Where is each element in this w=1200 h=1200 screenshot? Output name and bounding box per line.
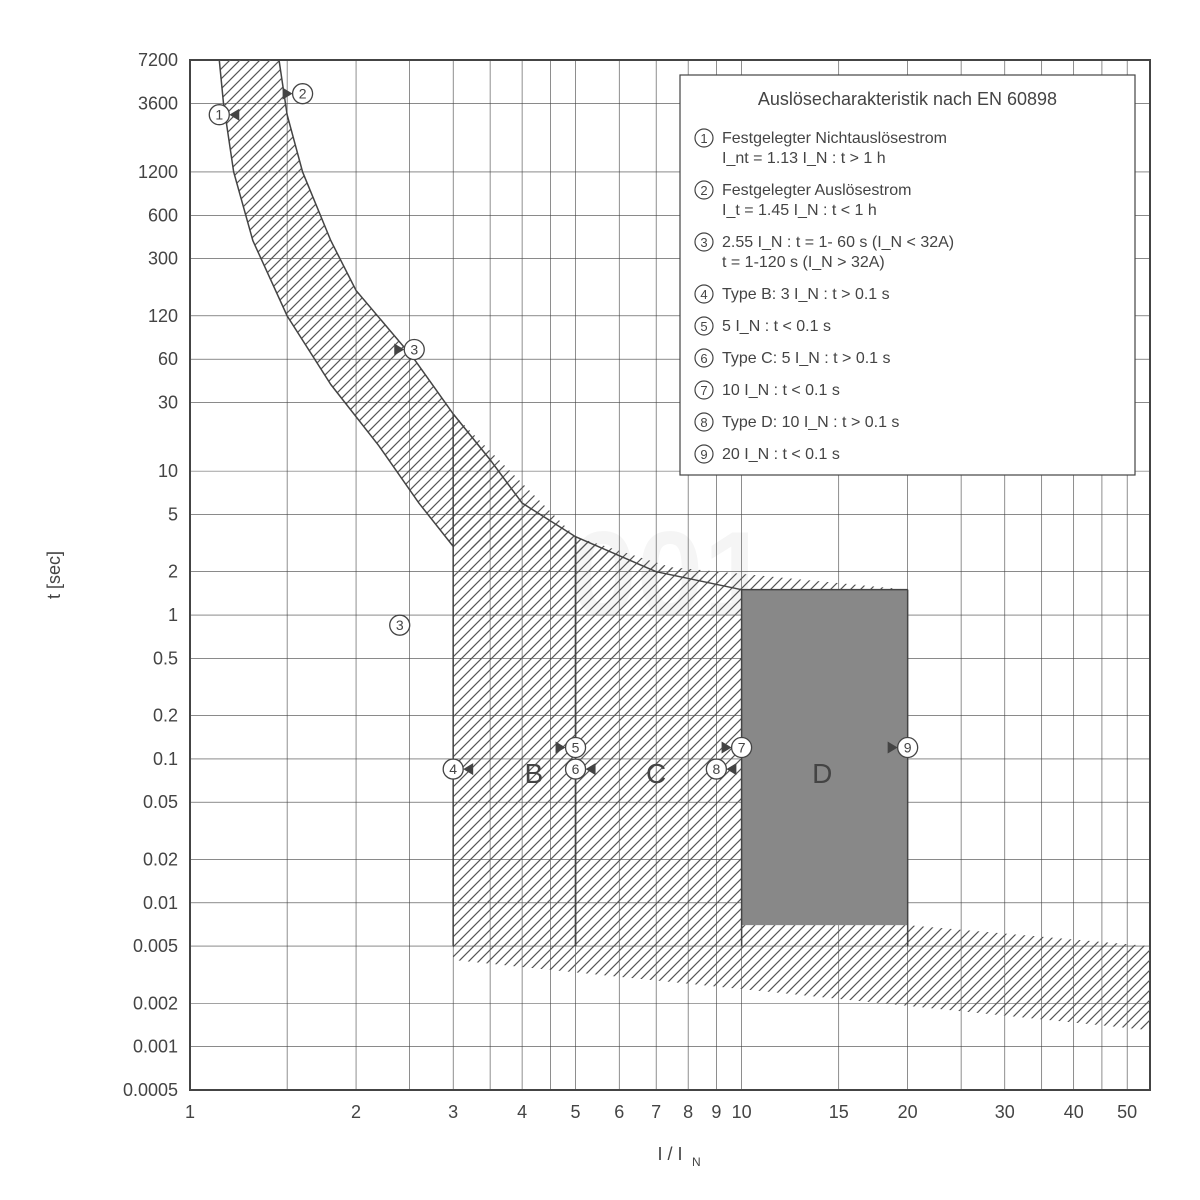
svg-text:30: 30 [158,392,178,412]
svg-text:5 I_N : t < 0.1 s: 5 I_N : t < 0.1 s [722,318,831,335]
svg-text:8: 8 [700,415,707,430]
svg-text:0.001: 0.001 [133,1037,178,1057]
svg-text:0.5: 0.5 [153,648,178,668]
svg-text:0.05: 0.05 [143,792,178,812]
svg-text:0.0005: 0.0005 [123,1080,178,1100]
svg-text:C: C [646,758,666,789]
svg-text:0.2: 0.2 [153,706,178,726]
svg-text:t = 1-120 s (I_N > 32A): t = 1-120 s (I_N > 32A) [722,254,885,271]
svg-text:9: 9 [904,740,912,756]
svg-text:7: 7 [651,1102,661,1122]
svg-text:3: 3 [410,342,418,358]
svg-text:4: 4 [700,287,707,302]
svg-text:60: 60 [158,349,178,369]
svg-text:3: 3 [448,1102,458,1122]
svg-text:3: 3 [700,235,707,250]
svg-text:Type D: 10 I_N : t > 0.1 s: Type D: 10 I_N : t > 0.1 s [722,414,899,431]
svg-text:40: 40 [1064,1102,1084,1122]
svg-text:2: 2 [700,183,707,198]
svg-text:2: 2 [351,1102,361,1122]
svg-text:7: 7 [700,383,707,398]
svg-text:20: 20 [898,1102,918,1122]
svg-text:6: 6 [572,761,580,777]
svg-text:I / I: I / I [657,1144,682,1164]
svg-text:4: 4 [449,761,457,777]
svg-text:5: 5 [571,1102,581,1122]
svg-text:Auslösecharakteristik nach EN: Auslösecharakteristik nach EN 60898 [758,89,1057,109]
svg-text:0.01: 0.01 [143,893,178,913]
svg-text:6: 6 [614,1102,624,1122]
svg-text:1: 1 [215,107,223,123]
svg-text:7: 7 [738,740,746,756]
svg-text:300: 300 [148,249,178,269]
svg-text:10 I_N : t < 0.1 s: 10 I_N : t < 0.1 s [722,382,840,399]
svg-text:10: 10 [158,461,178,481]
svg-text:1: 1 [185,1102,195,1122]
svg-text:4: 4 [517,1102,527,1122]
svg-text:8: 8 [683,1102,693,1122]
svg-text:2: 2 [299,86,307,102]
svg-text:5: 5 [700,319,707,334]
svg-text:3600: 3600 [138,93,178,113]
svg-text:3: 3 [396,617,404,633]
svg-text:9: 9 [700,447,707,462]
svg-text:Festgelegter Nichtauslösestrom: Festgelegter Nichtauslösestrom [722,130,947,147]
svg-text:50: 50 [1117,1102,1137,1122]
svg-text:5: 5 [572,740,580,756]
svg-text:15: 15 [829,1102,849,1122]
svg-text:I_t = 1.45 I_N : t < 1 h: I_t = 1.45 I_N : t < 1 h [722,202,877,219]
svg-text:7200: 7200 [138,50,178,70]
svg-text:6: 6 [700,351,707,366]
svg-text:9: 9 [711,1102,721,1122]
svg-text:t [sec]: t [sec] [44,551,64,599]
svg-text:Festgelegter Auslösestrom: Festgelegter Auslösestrom [722,182,911,199]
svg-text:0.005: 0.005 [133,936,178,956]
trip-curve-chart: 0011234567891015203040507200360012006003… [20,20,1180,1180]
svg-text:1: 1 [700,131,707,146]
svg-text:10: 10 [732,1102,752,1122]
svg-text:2.55 I_N : t = 1- 60 s (I_N <: 2.55 I_N : t = 1- 60 s (I_N < 32A) [722,234,954,251]
svg-text:600: 600 [148,205,178,225]
svg-text:1: 1 [168,605,178,625]
svg-text:1200: 1200 [138,162,178,182]
svg-text:2: 2 [168,562,178,582]
svg-text:0.002: 0.002 [133,993,178,1013]
svg-text:0.1: 0.1 [153,749,178,769]
svg-text:I_nt = 1.13 I_N : t > 1 h: I_nt = 1.13 I_N : t > 1 h [722,150,886,167]
svg-text:0.02: 0.02 [143,849,178,869]
svg-text:B: B [524,758,543,789]
svg-text:D: D [812,758,832,789]
svg-text:20 I_N : t < 0.1 s: 20 I_N : t < 0.1 s [722,446,840,463]
svg-text:5: 5 [168,504,178,524]
svg-text:Type C: 5 I_N : t > 0.1 s: Type C: 5 I_N : t > 0.1 s [722,350,891,367]
svg-text:8: 8 [712,761,720,777]
svg-text:120: 120 [148,306,178,326]
svg-text:Type B: 3 I_N : t > 0.1 s: Type B: 3 I_N : t > 0.1 s [722,286,890,303]
svg-text:30: 30 [995,1102,1015,1122]
svg-text:N: N [692,1155,701,1169]
